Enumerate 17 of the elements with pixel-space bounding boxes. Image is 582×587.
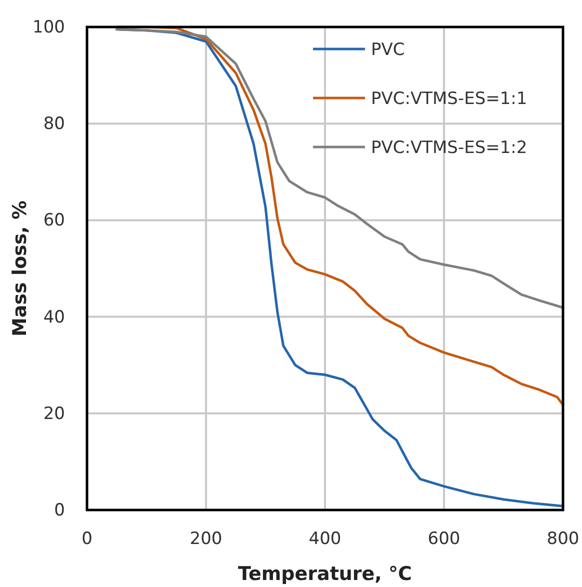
x-tick-label: 800 — [546, 529, 580, 550]
y-tick-label: 40 — [43, 307, 65, 328]
y-tick-label: 0 — [54, 500, 65, 520]
y-tick-label: 100 — [32, 17, 65, 38]
legend-label: PVC:VTMS-ES=1:1 — [371, 88, 528, 109]
legend-label: PVC — [371, 40, 405, 60]
y-tick-label: 20 — [43, 404, 65, 424]
x-tick-label: 400 — [308, 529, 342, 550]
y-tick-label: 80 — [43, 114, 65, 134]
x-tick-label: 600 — [428, 529, 460, 550]
y-tick-label: 60 — [43, 210, 65, 231]
x-tick-label: 0 — [82, 529, 92, 550]
x-axis-title: Temperature, °C — [238, 563, 412, 585]
y-axis-title: Mass loss, % — [9, 200, 31, 337]
x-tick-label: 200 — [190, 529, 222, 550]
line-series — [116, 28, 564, 309]
legend-label: PVC:VTMS-ES=1:2 — [371, 138, 528, 158]
